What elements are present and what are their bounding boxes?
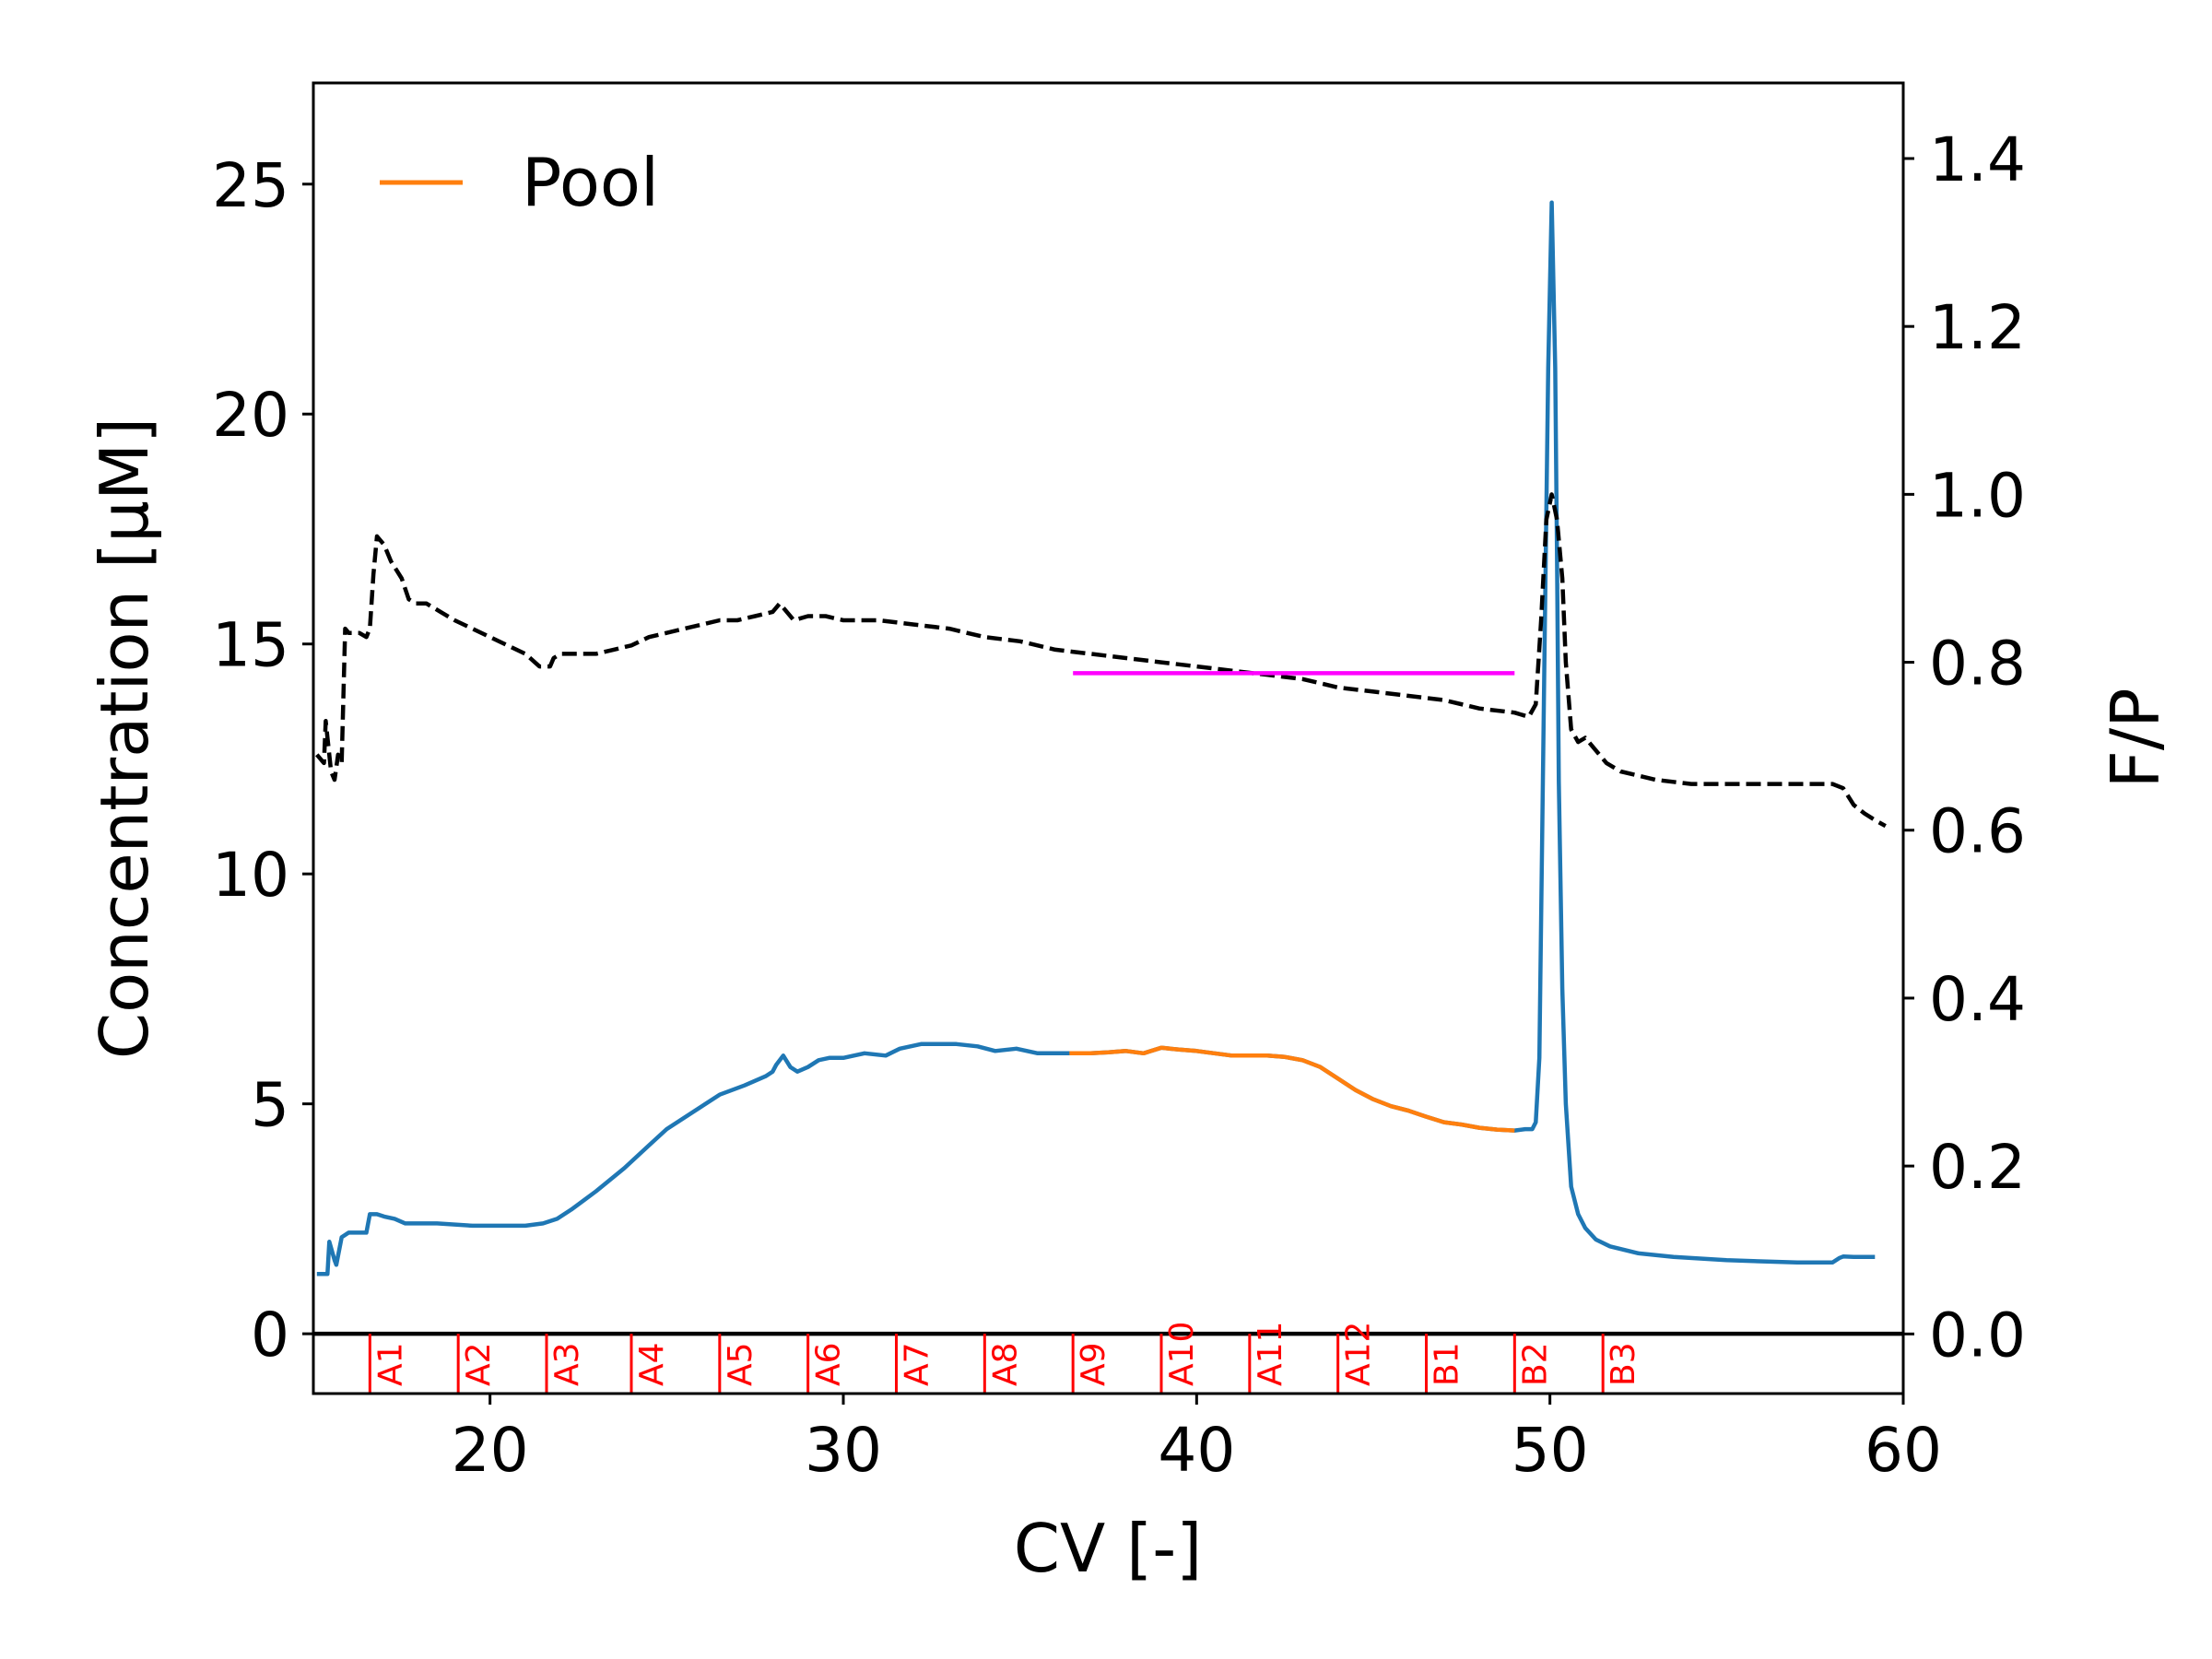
fraction-label-B3: B3 [1605, 1342, 1642, 1386]
fraction-label-A11: A11 [1252, 1322, 1289, 1386]
y2-tick-label-1.0: 1.0 [1929, 460, 2026, 531]
y2-tick-label-0.6: 0.6 [1929, 796, 2026, 867]
fraction-label-A10: A10 [1163, 1322, 1201, 1386]
y-tick-label-0: 0 [251, 1300, 289, 1371]
y2-tick-label-0.4: 0.4 [1929, 964, 2026, 1035]
y-tick-label-5: 5 [251, 1070, 289, 1141]
fraction-label-A1: A1 [371, 1342, 409, 1386]
x-axis: 20 30 40 50 60 [452, 1394, 1942, 1486]
x-tick-label-20: 20 [452, 1415, 529, 1486]
fraction-label-A9: A9 [1075, 1342, 1112, 1386]
legend: Pool [380, 144, 659, 221]
fraction-label-A3: A3 [548, 1342, 586, 1386]
y-tick-label-10: 10 [212, 840, 289, 911]
y-axis-right: 0.0 0.2 0.4 0.6 0.8 1.0 1.2 1.4 [1903, 124, 2026, 1371]
legend-label-pool: Pool [522, 144, 659, 221]
y-axis-label: Concentration [μM] [86, 418, 163, 1059]
series-line-2 [315, 492, 1887, 829]
x-tick-label-60: 60 [1865, 1415, 1942, 1486]
fraction-label-A2: A2 [460, 1342, 498, 1386]
x-tick-label-30: 30 [805, 1415, 882, 1486]
fraction-label-B1: B1 [1429, 1342, 1466, 1386]
y-tick-label-15: 15 [212, 610, 289, 681]
x-tick-label-50: 50 [1512, 1415, 1589, 1486]
y2-tick-label-1.4: 1.4 [1929, 124, 2026, 195]
fraction-label-A7: A7 [899, 1342, 936, 1386]
fraction-label-A4: A4 [633, 1342, 671, 1386]
y2-tick-label-0.8: 0.8 [1929, 629, 2026, 700]
plot-frame [312, 81, 1905, 1395]
fraction-label-A6: A6 [810, 1342, 848, 1386]
y2-axis-label: F/P [2097, 688, 2174, 788]
x-axis-label: CV [-] [1014, 1510, 1203, 1587]
fraction-label-A12: A12 [1340, 1322, 1378, 1386]
fraction-label-A5: A5 [722, 1342, 759, 1386]
y-axis-left: 0 5 10 15 20 25 [212, 150, 313, 1371]
fraction-label-A8: A8 [986, 1342, 1024, 1386]
y2-tick-label-0.0: 0.0 [1929, 1300, 2026, 1371]
fraction-label-B2: B2 [1516, 1342, 1554, 1386]
series-line-1 [1069, 1045, 1515, 1133]
y-tick-label-25: 25 [212, 150, 289, 221]
x-tick-label-40: 40 [1158, 1415, 1235, 1486]
fraction-markers: A1 A2 A3 A4 A5 A6 A7 A8 A9 A10 A11 A12 B1 B2 B3 [368, 1322, 1642, 1394]
y2-tick-label-1.2: 1.2 [1929, 292, 2026, 363]
y-tick-label-20: 20 [212, 380, 289, 451]
series-layer [313, 200, 1903, 1336]
y2-tick-label-0.2: 0.2 [1929, 1132, 2026, 1203]
